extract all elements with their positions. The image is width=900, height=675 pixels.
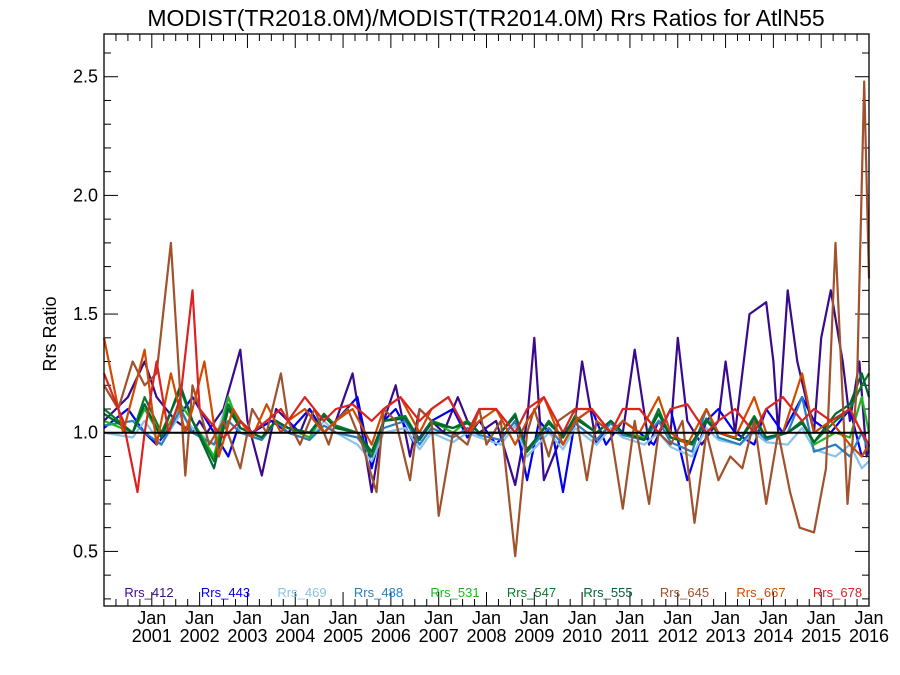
series-line-rrs-645 (103, 80, 871, 558)
legend-entry-rrs-488: Rrs_488 (354, 585, 403, 600)
x-tick-label-year: 2014 (753, 626, 793, 646)
x-tick-label-month: Jan (329, 608, 358, 628)
x-tick-label-year: 2012 (658, 626, 698, 646)
x-tick-label-month: Jan (711, 608, 740, 628)
y-tick-label: 1.0 (73, 423, 98, 443)
legend-entry-rrs-469: Rrs_469 (277, 585, 326, 600)
legend-entry-rrs-645: Rrs_645 (660, 585, 709, 600)
x-tick-label-month: Jan (520, 608, 549, 628)
plot-frame (103, 33, 870, 607)
x-tick-label-year: 2008 (466, 626, 506, 646)
y-tick-label: 2.0 (73, 185, 98, 205)
x-tick-label-year: 2003 (227, 626, 267, 646)
y-tick-label: 1.5 (73, 304, 98, 324)
x-tick-label-month: Jan (424, 608, 453, 628)
x-tick-label-year: 2002 (180, 626, 220, 646)
x-tick-label-month: Jan (759, 608, 788, 628)
chart-title: MODIST(TR2018.0M)/MODIST(TR2014.0M) Rrs … (147, 5, 824, 31)
x-tick-label-year: 2006 (371, 626, 411, 646)
legend-entry-rrs-555: Rrs_555 (583, 585, 632, 600)
series-line-rrs-412 (103, 289, 871, 494)
x-tick-label-year: 2007 (419, 626, 459, 646)
legend-entry-rrs-443: Rrs_443 (201, 585, 250, 600)
legend-entry-rrs-667: Rrs_667 (736, 585, 785, 600)
x-tick-label-year: 2001 (132, 626, 172, 646)
x-tick-label-month: Jan (854, 608, 883, 628)
x-tick-label-month: Jan (568, 608, 597, 628)
x-tick-label-month: Jan (281, 608, 310, 628)
x-tick-label-year: 2005 (323, 626, 363, 646)
legend-entry-rrs-547: Rrs_547 (507, 585, 556, 600)
x-tick-label-month: Jan (663, 608, 692, 628)
x-tick-label-year: 2011 (611, 626, 650, 646)
series-line-rrs-678 (102, 289, 870, 494)
x-tick-label-month: Jan (376, 608, 405, 628)
x-tick-label-year: 2004 (275, 626, 315, 646)
legend-entry-rrs-412: Rrs_412 (124, 585, 173, 600)
x-tick-label-month: Jan (615, 608, 644, 628)
x-tick-label-month: Jan (137, 608, 166, 628)
x-tick-label-month: Jan (472, 608, 501, 628)
y-tick-label: 0.5 (73, 541, 98, 561)
x-tick-label-month: Jan (233, 608, 262, 628)
x-tick-label-year: 2009 (514, 626, 554, 646)
series-lines (102, 80, 871, 558)
x-tick-label-year: 2016 (849, 626, 889, 646)
legend-entry-rrs-531: Rrs_531 (430, 585, 479, 600)
x-tick-label-year: 2013 (706, 626, 746, 646)
x-tick-label-year: 2015 (801, 626, 841, 646)
x-tick-label-year: 2010 (562, 626, 602, 646)
x-tick-label-month: Jan (185, 608, 214, 628)
legend: Rrs_412 Rrs_443 Rrs_469 Rrs_488 Rrs_531 Rrs_5… (124, 585, 862, 600)
y-tick-label: 2.5 (73, 67, 98, 87)
y-axis-label: Rrs Ratio (40, 296, 60, 371)
legend-entry-rrs-678: Rrs_678 (813, 585, 862, 600)
x-tick-label-month: Jan (807, 608, 836, 628)
